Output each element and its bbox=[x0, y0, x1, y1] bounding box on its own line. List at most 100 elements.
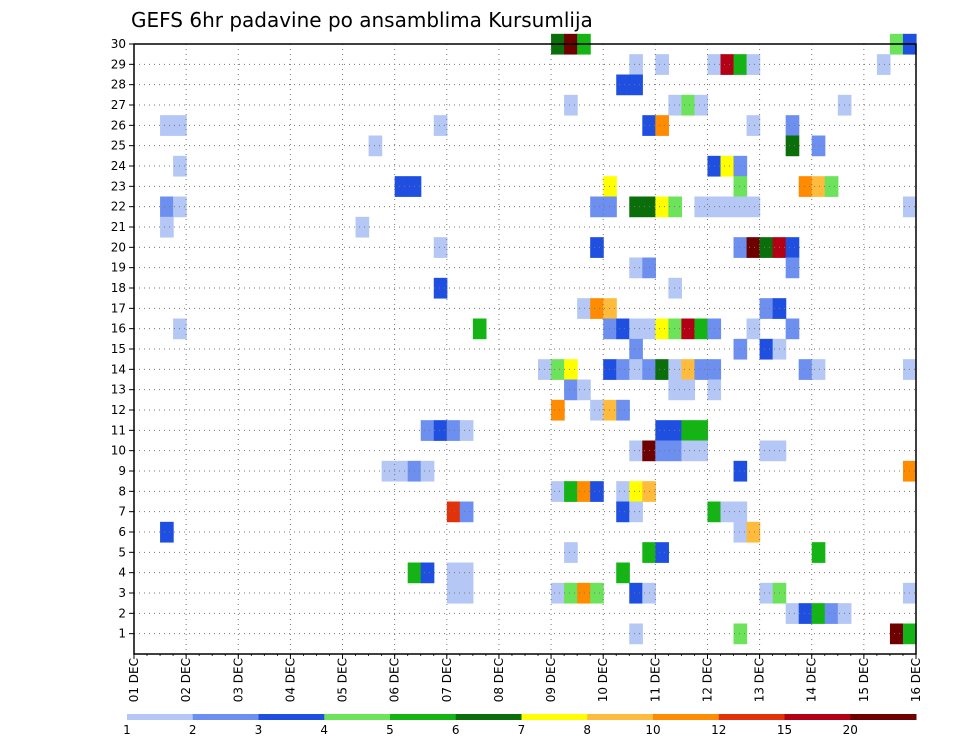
heatmap-cell bbox=[564, 359, 578, 380]
heatmap-cell bbox=[733, 501, 748, 523]
heatmap-cell bbox=[629, 338, 643, 360]
heatmap-cell bbox=[629, 359, 643, 380]
heatmap-cell bbox=[733, 623, 748, 645]
heatmap-cell bbox=[160, 115, 174, 136]
heatmap-cell bbox=[811, 359, 826, 380]
heatmap-cell bbox=[616, 399, 630, 421]
y-tick-label: 17 bbox=[111, 301, 126, 315]
heatmap-cell bbox=[577, 298, 591, 319]
x-tick-label: 14 DEC bbox=[805, 658, 819, 702]
y-tick-label: 21 bbox=[111, 220, 126, 234]
heatmap-cell bbox=[160, 216, 174, 238]
heatmap-cell bbox=[733, 196, 748, 218]
heatmap-cell bbox=[733, 237, 748, 258]
heatmap-cell bbox=[785, 257, 800, 279]
colorbar-swatch bbox=[784, 714, 851, 720]
heatmap-cell bbox=[655, 54, 669, 75]
x-tick-label: 06 DEC bbox=[388, 658, 402, 702]
heatmap-cell bbox=[733, 460, 748, 482]
heatmap-cell bbox=[616, 74, 630, 96]
heatmap-cell bbox=[681, 318, 696, 340]
colorbar-swatch bbox=[653, 714, 720, 720]
heatmap-cell bbox=[433, 277, 448, 299]
heatmap-cell bbox=[759, 582, 774, 604]
colorbar-label: 7 bbox=[518, 723, 526, 737]
colorbar-label: 3 bbox=[255, 723, 263, 737]
heatmap-cell bbox=[420, 420, 435, 441]
colorbar-swatch bbox=[521, 714, 588, 720]
y-tick-label: 20 bbox=[111, 240, 126, 254]
heatmap-cell bbox=[160, 521, 174, 543]
heatmap-cell bbox=[564, 481, 578, 502]
heatmap-cell bbox=[746, 318, 761, 340]
heatmap-cell bbox=[616, 562, 630, 584]
heatmap-cell bbox=[668, 440, 682, 462]
heatmap-cell bbox=[785, 318, 800, 340]
heatmap-cell bbox=[564, 379, 578, 401]
heatmap-cell bbox=[603, 399, 617, 421]
heatmap-cell bbox=[629, 318, 643, 340]
colorbar-swatch bbox=[455, 714, 522, 720]
heatmap-cell bbox=[368, 135, 383, 157]
x-tick-label: 12 DEC bbox=[700, 658, 714, 702]
heatmap-cell bbox=[655, 542, 669, 563]
heatmap-cells bbox=[160, 33, 917, 645]
heatmap-cell bbox=[446, 420, 461, 441]
x-tick-label: 05 DEC bbox=[336, 658, 350, 702]
x-axis-ticks: 01 DEC 02 DEC 03 DEC 04 DEC 05 DEC 06 DEC 07 D… bbox=[127, 654, 923, 702]
heatmap-cell bbox=[433, 115, 448, 136]
heatmap-cell bbox=[629, 257, 643, 279]
heatmap-cell bbox=[603, 359, 617, 380]
colorbar-label: 15 bbox=[777, 723, 792, 737]
heatmap-cell bbox=[746, 237, 761, 258]
colorbar-label: 8 bbox=[583, 723, 591, 737]
x-tick-label: 09 DEC bbox=[544, 658, 558, 702]
y-tick-label: 7 bbox=[118, 505, 126, 519]
heatmap-cell bbox=[733, 54, 748, 75]
heatmap-cell bbox=[655, 440, 669, 462]
y-tick-label: 10 bbox=[111, 444, 126, 458]
colorbar-label: 1 bbox=[123, 723, 131, 737]
x-tick-label: 11 DEC bbox=[648, 658, 662, 702]
heatmap-cell bbox=[746, 115, 761, 136]
y-tick-label: 26 bbox=[111, 118, 126, 132]
heatmap-cell bbox=[629, 481, 643, 502]
y-tick-label: 2 bbox=[118, 606, 126, 620]
heatmap-cell bbox=[629, 54, 643, 75]
heatmap-cell bbox=[355, 216, 370, 238]
colorbar-swatch bbox=[390, 714, 457, 720]
heatmap-cell bbox=[616, 481, 630, 502]
y-tick-label: 8 bbox=[118, 484, 126, 498]
colorbar-label: 10 bbox=[645, 723, 660, 737]
heatmap-cell bbox=[446, 562, 461, 584]
y-tick-label: 14 bbox=[111, 362, 126, 376]
chart-title: GEFS 6hr padavine po ansamblima Kursumli… bbox=[131, 8, 593, 32]
heatmap-cell bbox=[629, 196, 643, 218]
colorbar-swatch bbox=[587, 714, 654, 720]
heatmap-cell bbox=[681, 379, 696, 401]
heatmap-cell bbox=[668, 318, 682, 340]
heatmap-cell bbox=[824, 176, 839, 197]
heatmap-cell bbox=[459, 562, 474, 584]
heatmap-cell bbox=[577, 379, 591, 401]
heatmap-cell bbox=[655, 196, 669, 218]
heatmap-cell bbox=[616, 318, 630, 340]
y-tick-label: 28 bbox=[111, 78, 126, 92]
heatmap-cell bbox=[551, 399, 565, 421]
heatmap-cell bbox=[681, 420, 696, 441]
heatmap-cell bbox=[668, 196, 682, 218]
heatmap-cell bbox=[733, 176, 748, 197]
colorbar-swatch bbox=[718, 714, 785, 720]
y-tick-label: 11 bbox=[111, 423, 126, 437]
heatmap-cell bbox=[655, 359, 669, 380]
x-tick-label: 04 DEC bbox=[283, 658, 297, 702]
colorbar-swatch bbox=[192, 714, 259, 720]
y-tick-label: 29 bbox=[111, 57, 126, 71]
heatmap-cell bbox=[160, 196, 174, 218]
heatmap-cell bbox=[655, 420, 669, 441]
heatmap-cell bbox=[668, 277, 682, 299]
x-tick-label: 08 DEC bbox=[492, 658, 506, 702]
heatmap-cell bbox=[720, 501, 735, 523]
colorbar-label: 2 bbox=[189, 723, 197, 737]
